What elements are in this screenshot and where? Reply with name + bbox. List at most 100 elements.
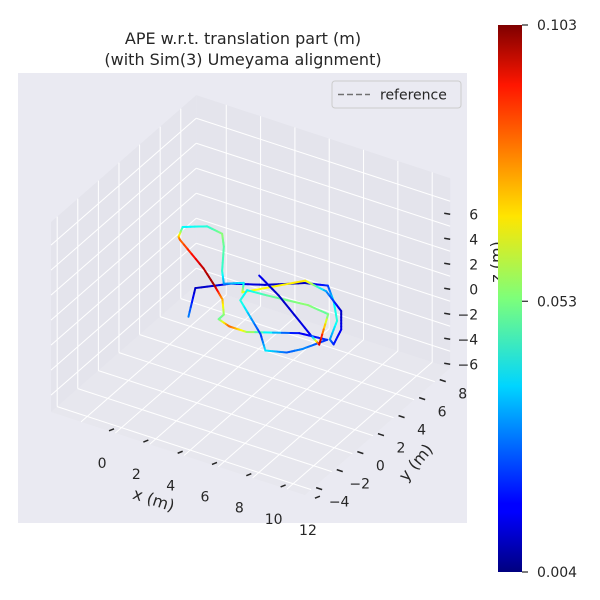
trajectory-segment: [277, 294, 285, 303]
x-tick-mark: [314, 495, 321, 499]
y-tick-mark: [377, 432, 385, 437]
y-tick-mark: [357, 450, 364, 455]
z-tick-mark: [444, 212, 451, 215]
y-tick-mark: [439, 378, 446, 383]
trajectory-segment: [272, 296, 282, 300]
trajectory-segment: [272, 283, 286, 288]
trajectory-segment: [252, 321, 259, 330]
back-grid-z: [196, 167, 451, 252]
x-tick-label: 6: [201, 489, 210, 505]
z-tick-label: 2: [469, 257, 478, 273]
colorbar-tick-label: 0.103: [537, 18, 577, 34]
z-tick-mark: [444, 237, 451, 240]
x-tick-mark: [143, 439, 149, 443]
back-grid-z: [196, 192, 451, 277]
trajectory-segment: [239, 299, 245, 307]
back-grid-z: [196, 267, 451, 352]
z-tick-label: 6: [469, 207, 478, 223]
trajectory-segment: [190, 253, 197, 260]
axes-panes: [51, 95, 451, 496]
floor-grid-y: [57, 406, 312, 491]
left-grid-z: [50, 192, 197, 321]
trajectory-segment: [266, 294, 275, 299]
z-tick-mark: [444, 362, 451, 365]
floor-pane: [51, 285, 451, 496]
z-tick-label: −2: [458, 307, 479, 323]
trajectory-segment: [194, 257, 201, 265]
z-tick-mark: [444, 287, 451, 290]
trajectory-segment: [256, 327, 262, 336]
trajectory-segment: [242, 304, 249, 313]
colorbar-tick-label: 0.053: [537, 294, 577, 310]
floor-grid-x: [217, 339, 364, 468]
y-tick-label: −2: [349, 477, 370, 493]
floor-grid-y: [98, 370, 353, 455]
legend: reference: [331, 80, 462, 109]
legend-reference-label: reference: [380, 88, 447, 104]
trajectory-segment: [298, 320, 306, 329]
trajectory-segment: [303, 326, 311, 336]
y-tick-mark: [398, 414, 405, 419]
left-grid-z: [50, 167, 197, 296]
floor-grid-y: [139, 334, 394, 419]
trajectory-segment: [293, 300, 303, 305]
back-pane: [196, 95, 451, 369]
trajectory-segment: [286, 299, 296, 303]
floor-grid-x: [252, 350, 399, 479]
left-grid-z: [50, 142, 197, 271]
floor-grid-x: [183, 328, 330, 456]
y-tick-label: 2: [396, 441, 405, 457]
left-grid-z: [50, 267, 197, 396]
trajectory-segment: [186, 248, 193, 256]
z-tick-label: 4: [469, 232, 478, 248]
legend-box: [331, 80, 462, 109]
floor-grid-x: [115, 305, 261, 434]
y-tick-mark: [418, 396, 426, 401]
floor-grid-x: [149, 316, 296, 445]
left-grid-z: [50, 217, 197, 346]
trajectory-segment: [300, 302, 309, 307]
y-tick-mark: [315, 486, 323, 491]
x-tick-mark: [246, 473, 252, 477]
floor-grid-x: [286, 361, 433, 490]
trajectory-segment: [178, 238, 185, 246]
z-tick-mark: [444, 312, 451, 315]
back-grid-z: [196, 142, 451, 227]
x-tick-label: 2: [132, 467, 141, 483]
trajectory-segment: [293, 279, 307, 284]
x-tick-mark: [108, 428, 115, 432]
trajectory-segment: [198, 262, 205, 270]
x-tick-mark: [177, 450, 183, 454]
trajectory-segment: [288, 307, 296, 316]
y-tick-mark: [336, 468, 343, 473]
y-tick-label: 8: [458, 387, 467, 403]
back-grid-z: [196, 217, 451, 302]
floor-grid-x: [80, 294, 227, 423]
y-tick-label: 6: [438, 405, 447, 421]
z-tick-mark: [444, 337, 451, 340]
left-grid-z: [50, 242, 197, 371]
z-tick-mark: [444, 262, 451, 265]
colorbar-tick-label: 0.004: [537, 565, 577, 581]
x-tick-label: 0: [98, 456, 107, 472]
trajectory-segment: [182, 243, 189, 251]
trajectory-segment: [251, 287, 265, 292]
back-grid-z: [196, 117, 451, 202]
x-tick-label: 12: [299, 523, 317, 539]
chart-title: APE w.r.t. translation part (m): [125, 29, 361, 48]
trajectory-segment: [246, 310, 252, 319]
chart-subtitle: (with Sim(3) Umeyama alignment): [104, 50, 381, 69]
x-tick-mark: [280, 484, 286, 488]
floor-grid-y: [160, 316, 415, 401]
x-tick-label: 10: [265, 512, 283, 528]
colorbar: [498, 25, 522, 572]
left-grid-z: [50, 117, 197, 246]
z-tick-label: −4: [458, 332, 479, 348]
y-tick-label: −4: [329, 495, 350, 511]
y-tick-label: 0: [376, 459, 385, 475]
trajectory-segment: [293, 313, 301, 323]
ape-trajectory: [177, 225, 343, 354]
x-tick-label: 8: [235, 501, 244, 517]
